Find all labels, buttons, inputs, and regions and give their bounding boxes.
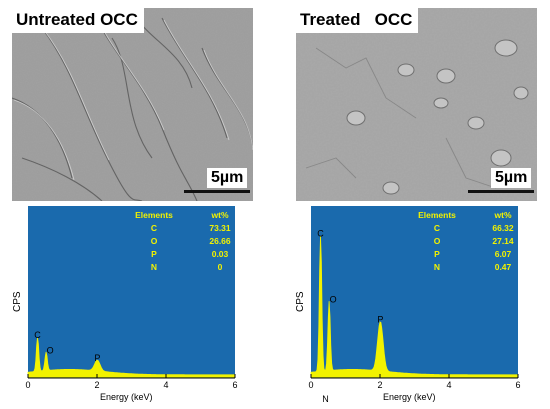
peak-label-O: O xyxy=(47,346,54,356)
scale-label-treated: 5µm xyxy=(491,168,532,188)
eds-panel-treated: CPS C N O P 0 2 4 6 Energy (keV) Elements wt% C 66.3… xyxy=(293,204,538,404)
table-cell-element: N xyxy=(434,262,440,272)
table-cell-element: O xyxy=(151,236,158,246)
table-cell-value: 0.47 xyxy=(495,262,512,272)
eds-panel-untreated: CPS C O P 0 2 4 6 Energy (keV) Elements wt% C 73.31… xyxy=(10,204,255,404)
table-header-wt: wt% xyxy=(494,210,512,220)
x-axis-label: Energy (keV) xyxy=(100,392,153,402)
peak-label-P: P xyxy=(377,315,383,325)
table-cell-value: 66.32 xyxy=(492,223,514,233)
x-tick-label: 6 xyxy=(515,380,520,390)
y-axis-label: CPS xyxy=(295,291,306,312)
x-tick-label: 6 xyxy=(232,380,237,390)
table-header-elements: Elements xyxy=(418,210,456,220)
table-cell-element: P xyxy=(151,249,157,259)
table-cell-element: O xyxy=(434,236,441,246)
table-cell-value: 26.66 xyxy=(209,236,231,246)
table-cell-value: 0.03 xyxy=(212,249,229,259)
peak-label-N: N xyxy=(322,394,329,404)
sem-image-treated: Treated OCC 5µm xyxy=(296,8,537,201)
table-cell-value: 27.14 xyxy=(492,236,514,246)
table-cell-value: 6.07 xyxy=(495,249,512,259)
x-tick-label: 4 xyxy=(163,380,168,390)
peak-label-C: C xyxy=(317,228,324,238)
table-cell-element: P xyxy=(434,249,440,259)
x-tick-label: 4 xyxy=(446,380,451,390)
table-cell-element: N xyxy=(151,262,157,272)
y-axis-label: CPS xyxy=(12,291,23,312)
table-cell-element: C xyxy=(434,223,440,233)
table-header-wt: wt% xyxy=(211,210,229,220)
peak-label-P: P xyxy=(94,353,100,363)
sem-image-untreated: Untreated OCC 5µm xyxy=(12,8,253,201)
scale-bar-untreated xyxy=(184,190,250,193)
table-header-elements: Elements xyxy=(135,210,173,220)
x-tick-label: 0 xyxy=(308,380,313,390)
sem-label-treated: Treated OCC xyxy=(296,8,419,33)
peak-label-C: C xyxy=(34,330,41,340)
x-tick-label: 0 xyxy=(25,380,30,390)
x-tick-label: 2 xyxy=(94,380,99,390)
scale-bar-treated xyxy=(468,190,534,193)
spectrum-area xyxy=(310,235,519,378)
spectrum-area xyxy=(27,337,236,378)
sem-texture-untreated xyxy=(12,8,253,201)
table-cell-value: 0 xyxy=(218,262,223,272)
x-axis-label: Energy (keV) xyxy=(383,392,436,402)
plot-background xyxy=(28,206,235,378)
x-tick-label: 2 xyxy=(377,380,382,390)
scale-label-untreated: 5µm xyxy=(207,168,248,188)
sem-label-untreated: Untreated OCC xyxy=(12,8,144,33)
plot-background xyxy=(311,206,518,378)
table-cell-value: 73.31 xyxy=(209,223,231,233)
peak-label-O: O xyxy=(330,295,337,305)
table-cell-element: C xyxy=(151,223,157,233)
